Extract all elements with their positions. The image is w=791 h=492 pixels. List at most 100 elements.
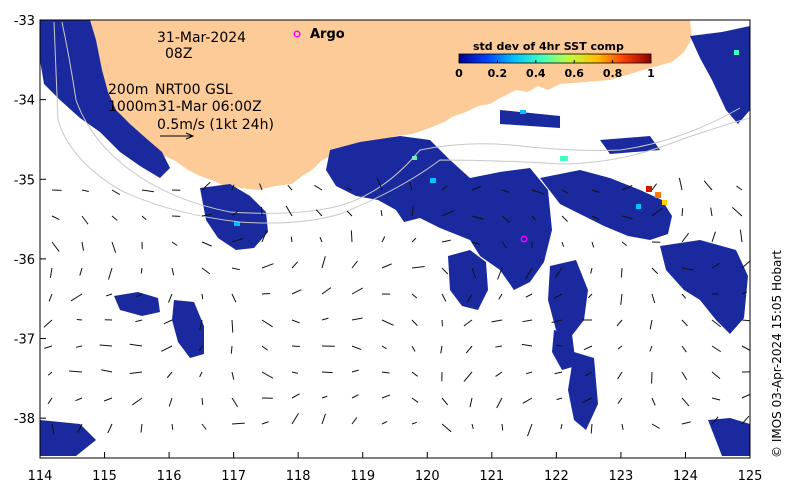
current-vector: [351, 345, 362, 351]
current-vector: [681, 397, 690, 407]
current-vector: [350, 230, 353, 243]
current-vector: [732, 207, 743, 217]
current-vector: [411, 397, 419, 403]
colorbar-title: std dev of 4hr SST comp: [473, 40, 624, 53]
current-vector: [321, 371, 333, 374]
current-vector: [231, 293, 237, 303]
current-vector: [553, 293, 563, 299]
current-vector: [381, 371, 390, 374]
current-vector: [351, 394, 359, 399]
current-vector: [47, 371, 53, 376]
current-vector: [261, 345, 268, 351]
current-vector: [231, 237, 244, 243]
current-vector: [681, 319, 688, 327]
current-vector: [259, 183, 263, 191]
current-vector: [521, 343, 533, 347]
current-vector: [440, 345, 443, 354]
current-vector: [201, 293, 204, 300]
current-vector: [287, 184, 293, 191]
current-vector: [103, 397, 113, 402]
current-vector: [381, 236, 386, 243]
current-vector: [411, 319, 418, 326]
current-vector: [551, 319, 563, 323]
current-vector: [107, 267, 113, 280]
current-vector: [522, 319, 533, 323]
colorbar-tick-label: 0.4: [526, 67, 546, 80]
current-vector: [107, 423, 113, 434]
current-vector: [231, 397, 239, 408]
current-vector: [81, 215, 89, 225]
current-vector: [346, 210, 353, 217]
scale-arrow-head: [185, 132, 195, 140]
current-vector: [587, 293, 593, 299]
current-vector: [711, 263, 720, 269]
current-vector: [585, 371, 593, 377]
current-vector: [441, 210, 454, 217]
current-vector: [199, 319, 203, 330]
current-vector: [261, 421, 269, 425]
current-vector: [736, 185, 743, 191]
current-vector: [291, 412, 299, 425]
sst-patch-southwest-edge: [40, 420, 96, 456]
current-vector: [129, 371, 143, 375]
current-vector: [739, 229, 743, 243]
current-vector: [321, 256, 326, 269]
sst-patch-southwest: [200, 184, 268, 250]
current-vector: [711, 397, 721, 401]
current-vector: [381, 319, 394, 326]
colorbar-tick-label: 0.8: [603, 67, 623, 80]
current-vector: [77, 423, 83, 433]
current-vector: [501, 241, 507, 249]
y-tick-label: -35: [14, 173, 35, 188]
y-tick-label: -33: [14, 14, 35, 29]
current-vector: [497, 267, 503, 280]
current-vector: [163, 319, 173, 325]
current-vector: [531, 189, 545, 195]
x-tick-label: 119: [350, 469, 375, 484]
current-vector: [166, 371, 173, 379]
sst-patch-offshore-2: [172, 300, 204, 358]
current-vector: [321, 317, 329, 321]
current-vector: [231, 267, 240, 271]
x-axis: 114 115 116 117 118 119 120 121 122 123 124 125: [28, 452, 762, 484]
x-tick-label: 117: [221, 469, 246, 484]
current-vector: [291, 289, 302, 295]
current-vector: [411, 293, 418, 299]
sst-patch-strip-1: [500, 110, 560, 128]
colorbar-tick-label: 1: [647, 67, 655, 80]
current-vector: [381, 345, 387, 350]
current-vector: [621, 241, 628, 246]
current-vector: [47, 397, 53, 405]
current-vector: [291, 371, 299, 374]
current-vector: [441, 185, 448, 191]
current-vector: [554, 267, 563, 278]
current-vector: [471, 186, 481, 191]
current-vector: [711, 416, 719, 425]
argo-label: Argo: [310, 27, 345, 42]
current-vector: [261, 230, 267, 243]
current-vector: [525, 293, 533, 298]
info-currents: NRT00 GSL: [155, 82, 233, 98]
info-hour: 08Z: [165, 46, 192, 62]
info-currents-time: 31-Mar 06:00Z: [158, 99, 262, 115]
info-contour-200m: 200m: [108, 82, 148, 98]
current-vector: [79, 267, 83, 276]
current-vector: [681, 267, 694, 271]
current-vector: [681, 232, 690, 243]
current-vector: [231, 210, 239, 217]
current-vector: [471, 423, 474, 430]
info-vector-scale: 0.5m/s (1kt 24h): [157, 117, 274, 133]
current-vector: [501, 423, 504, 431]
current-vector: [711, 231, 716, 243]
current-vector: [651, 397, 656, 406]
y-tick-label: -34: [14, 94, 35, 109]
sst-patch-central: [326, 136, 552, 290]
current-vector: [411, 265, 425, 269]
current-vector: [711, 345, 721, 353]
current-vector: [591, 215, 600, 221]
current-vector: [381, 263, 392, 269]
current-vector: [198, 345, 203, 352]
current-vector: [111, 215, 118, 221]
current-vector: [201, 267, 211, 275]
current-vector: [590, 423, 593, 434]
